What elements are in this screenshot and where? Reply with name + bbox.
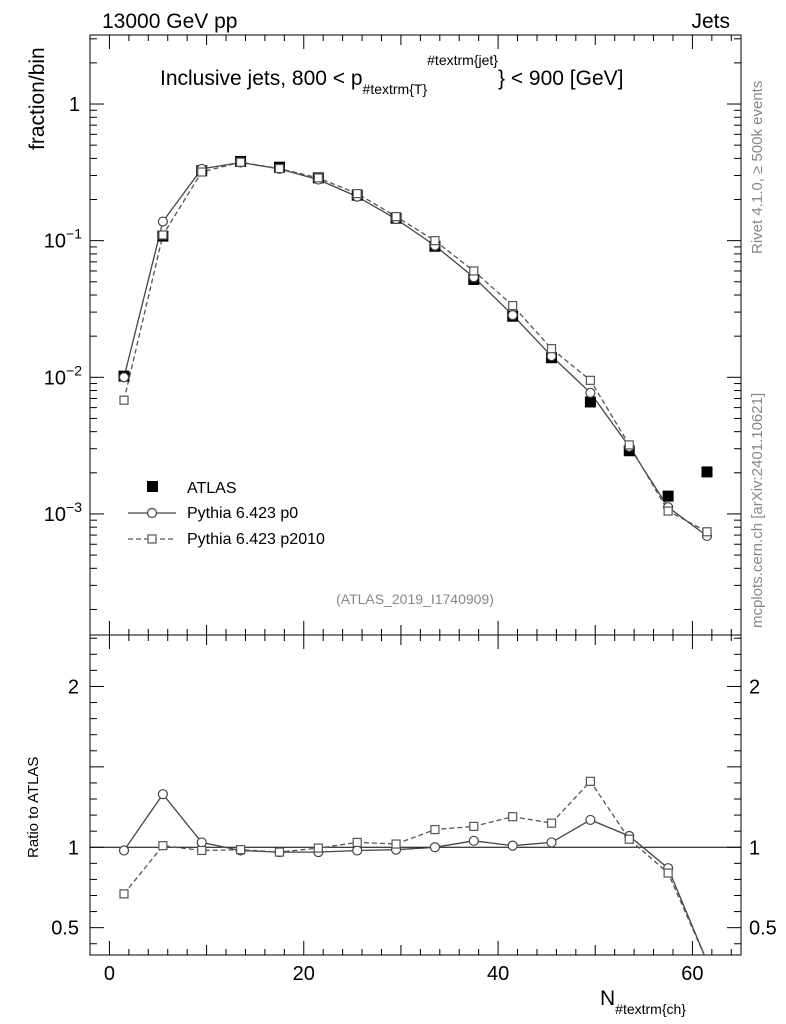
legend-atlas-label: ATLAS bbox=[187, 480, 237, 497]
p2010-ratio-point bbox=[158, 841, 168, 851]
atlas-data-point bbox=[701, 466, 713, 478]
p2010-data-point bbox=[430, 236, 440, 246]
p0-data-point bbox=[118, 372, 130, 383]
p0-ratio-point bbox=[546, 837, 557, 848]
ratio-y-tick-label: 1 bbox=[68, 837, 79, 859]
p2010-data-point bbox=[624, 440, 634, 450]
main-y-tick-label: 10−3 bbox=[44, 499, 82, 526]
x-axis-label: N#textrm{ch} bbox=[600, 987, 686, 1017]
p2010-data-point bbox=[585, 375, 595, 385]
legend-atlas-marker bbox=[147, 481, 158, 492]
x-tick-label: 40 bbox=[487, 963, 509, 985]
ratio-series-line-p2010 bbox=[123, 780, 705, 955]
p2010-data-point bbox=[313, 173, 323, 183]
p2010-ratio-point bbox=[469, 821, 479, 831]
p2010-data-point bbox=[663, 506, 673, 516]
p0-ratio-point bbox=[585, 814, 596, 826]
x-tick-label: 60 bbox=[681, 963, 703, 985]
p2010-data-point bbox=[391, 211, 401, 222]
p2010-data-point bbox=[119, 395, 129, 405]
p2010-data-point bbox=[197, 167, 207, 177]
p2010-data-point bbox=[702, 527, 712, 537]
ratio-y-tick-label-right: 1 bbox=[749, 837, 760, 859]
analysis-id-label: (ATLAS_2019_I1740909) bbox=[336, 591, 494, 607]
p2010-data-point bbox=[469, 266, 479, 276]
x-tick-label: 20 bbox=[293, 963, 315, 985]
p0-ratio-point bbox=[507, 840, 518, 851]
p0-ratio-point bbox=[468, 835, 479, 846]
p0-ratio-point bbox=[702, 957, 711, 966]
p2010-ratio-point bbox=[197, 845, 207, 856]
main-y-tick-label: 10−1 bbox=[44, 226, 82, 253]
main-series-line-p0 bbox=[123, 161, 708, 537]
p0-ratio-point bbox=[157, 789, 168, 800]
p0-data-point bbox=[157, 216, 168, 227]
ratio-data-group bbox=[118, 776, 711, 966]
p2010-ratio-point bbox=[663, 868, 673, 878]
main-y-tick-label: 1 bbox=[69, 94, 80, 116]
p2010-data-point bbox=[546, 344, 557, 354]
legend-p0-label: Pythia 6.423 p0 bbox=[187, 505, 298, 522]
atlas-data-point bbox=[662, 490, 674, 502]
mcplots-source-label: mcplots.cern.ch [arXiv:2401.10621] bbox=[749, 393, 766, 628]
main-series-line-p2010 bbox=[123, 161, 708, 533]
main-y-tick-label: 10−2 bbox=[44, 362, 82, 389]
main-title: Inclusive jets, 800 < p#textrm{T}#textrm… bbox=[160, 52, 623, 97]
p2010-ratio-point bbox=[703, 957, 711, 965]
rivet-version-label: Rivet 4.1.0, ≥ 500k events bbox=[749, 81, 766, 254]
header-right-text: Jets bbox=[691, 10, 730, 33]
p0-data-point bbox=[585, 387, 596, 398]
p0-data-point bbox=[507, 310, 518, 321]
p2010-ratio-point bbox=[391, 839, 401, 849]
ratio-y-tick-label-right: 2 bbox=[749, 676, 760, 698]
p2010-ratio-point bbox=[313, 843, 323, 853]
p2010-ratio-point bbox=[352, 837, 362, 848]
p2010-ratio-point bbox=[585, 776, 595, 786]
main-y-axis-label: fraction/bin bbox=[26, 47, 49, 150]
legend-p0-marker bbox=[146, 507, 158, 519]
p0-ratio-point bbox=[352, 845, 363, 856]
p2010-ratio-point bbox=[236, 845, 246, 855]
p2010-ratio-point bbox=[546, 818, 557, 828]
p2010-data-point bbox=[508, 300, 518, 311]
p2010-ratio-point bbox=[624, 834, 634, 844]
legend: ATLAS Pythia 6.423 p0 Pythia 6.423 p2010 bbox=[128, 480, 325, 548]
legend-p2010-label: Pythia 6.423 p2010 bbox=[187, 531, 325, 548]
p2010-ratio-point bbox=[274, 847, 285, 857]
ratio-y-tick-label-right: 0.5 bbox=[749, 918, 777, 940]
main-data-group bbox=[118, 155, 713, 542]
ratio-series-line-p0 bbox=[123, 793, 706, 955]
ratio-y-tick-label: 2 bbox=[68, 676, 79, 698]
p2010-ratio-point bbox=[119, 889, 129, 899]
p2010-ratio-point bbox=[430, 824, 440, 835]
ratio-y-axis-label: Ratio to ATLAS bbox=[25, 757, 42, 858]
ratio-panel-frame bbox=[89, 634, 742, 956]
p2010-data-point bbox=[352, 189, 362, 199]
ratio-y-tick-label: 0.5 bbox=[51, 918, 79, 940]
p2010-ratio-point bbox=[508, 812, 518, 822]
p0-ratio-point bbox=[118, 845, 130, 856]
p2010-data-point bbox=[158, 230, 168, 240]
header-left-text: 13000 GeV pp bbox=[102, 10, 237, 33]
p2010-data-point bbox=[236, 157, 246, 167]
atlas-data-point bbox=[584, 396, 596, 408]
p0-ratio-point bbox=[429, 842, 441, 853]
legend-p2010-marker bbox=[147, 534, 157, 544]
p2010-data-point bbox=[274, 163, 285, 174]
p0-ratio-point bbox=[196, 837, 207, 848]
x-tick-label: 0 bbox=[104, 963, 115, 985]
